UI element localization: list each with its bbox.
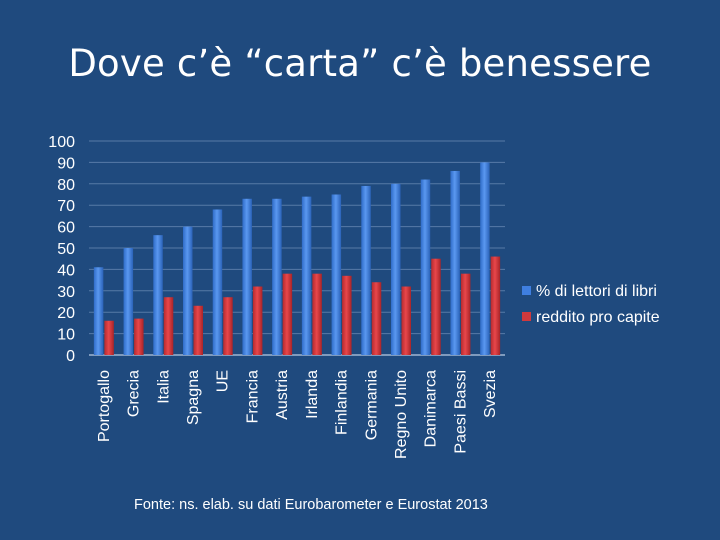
y-axis-ticks: 0 10 20 30 40 50 60 70 80 90 100 xyxy=(48,134,75,365)
legend-swatch xyxy=(522,286,531,295)
bar-reddito-paesi-bassi xyxy=(460,273,471,355)
bar-reddito-ue xyxy=(223,297,233,355)
bar-reddito-svezia xyxy=(490,256,501,355)
bar-reddito-portogallo xyxy=(104,320,114,355)
bar-reddito-regno-unito xyxy=(401,286,411,355)
y-tick-label: 0 xyxy=(66,348,75,365)
x-tick-label: Danimarca xyxy=(423,370,440,447)
bar-lettori-paesi-bassi xyxy=(450,170,460,355)
x-tick-label: Paesi Bassi xyxy=(452,370,469,454)
bar-reddito-finlandia xyxy=(342,275,352,355)
y-tick-label: 50 xyxy=(57,241,75,258)
bar-lettori-svezia xyxy=(480,162,490,355)
legend-label: % di lettori di libri xyxy=(536,283,657,300)
bar-reddito-italia xyxy=(163,297,174,355)
x-axis-labels: Portogallo Grecia Italia Spagna UE Francia Aus… xyxy=(96,370,499,459)
bar-lettori-austria xyxy=(272,198,282,355)
bar-reddito-francia xyxy=(252,286,263,355)
y-tick-label: 70 xyxy=(57,198,75,215)
bar-lettori-irlanda xyxy=(301,196,312,355)
y-tick-label: 30 xyxy=(57,284,75,301)
bar-reddito-danimarca xyxy=(431,258,441,355)
x-tick-label: Irlanda xyxy=(304,370,321,419)
bar-reddito-germania xyxy=(371,282,382,355)
bar-lettori-danimarca xyxy=(420,179,431,355)
x-tick-label: Regno Unito xyxy=(393,370,410,459)
bar-lettori-portogallo xyxy=(93,267,104,355)
x-tick-label: Portogallo xyxy=(96,370,113,442)
chart-legend: % di lettori di libri reddito pro capite xyxy=(522,283,660,326)
bar-lettori-germania xyxy=(361,185,371,355)
y-tick-label: 10 xyxy=(57,327,75,344)
bar-reddito-irlanda xyxy=(312,273,322,355)
x-tick-label: Grecia xyxy=(126,370,143,417)
x-tick-label: Spagna xyxy=(185,370,202,425)
x-tick-label: Svezia xyxy=(482,370,499,418)
bar-series xyxy=(93,162,501,355)
y-tick-label: 40 xyxy=(57,262,75,279)
bar-lettori-regno-unito xyxy=(391,183,401,355)
bar-reddito-spagna xyxy=(193,305,203,355)
y-tick-label: 80 xyxy=(57,177,75,194)
bar-lettori-italia xyxy=(153,235,163,355)
y-tick-label: 60 xyxy=(57,220,75,237)
x-tick-label: Finlandia xyxy=(334,370,351,435)
x-tick-label: Austria xyxy=(274,370,291,420)
bar-reddito-austria xyxy=(282,273,293,355)
bar-lettori-finlandia xyxy=(331,194,342,355)
legend-swatch xyxy=(522,312,531,321)
bar-reddito-grecia xyxy=(134,318,144,355)
bar-lettori-ue xyxy=(212,209,223,355)
source-note: Fonte: ns. elab. su dati Eurobarometer e… xyxy=(134,497,488,513)
x-tick-label: Francia xyxy=(244,370,261,423)
legend-label: reddito pro capite xyxy=(536,309,660,326)
y-tick-label: 100 xyxy=(48,134,75,151)
bar-lettori-grecia xyxy=(123,248,134,355)
bar-lettori-spagna xyxy=(183,226,193,355)
x-tick-label: UE xyxy=(215,370,232,392)
grid-lines xyxy=(89,140,505,356)
x-tick-label: Italia xyxy=(155,370,172,404)
x-tick-label: Germania xyxy=(363,370,380,440)
slide-title: Dove c’è “carta” c’è benessere xyxy=(68,42,652,85)
y-tick-label: 20 xyxy=(57,305,75,322)
bar-lettori-francia xyxy=(242,198,252,355)
y-tick-label: 90 xyxy=(57,155,75,172)
